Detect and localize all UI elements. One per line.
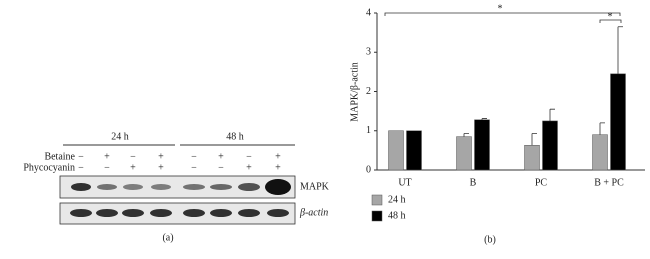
sign: − [191, 162, 197, 173]
blot-band [71, 183, 91, 191]
x-tick-label: UT [398, 177, 411, 188]
x-tick-label: PC [535, 177, 548, 188]
bar [592, 134, 608, 171]
blot-band [183, 209, 205, 217]
bar [388, 130, 404, 171]
y-axis-label: MAPK/β-actin [349, 62, 360, 122]
legend-label: 24 h [388, 194, 406, 205]
sign: − [78, 151, 84, 162]
blot-band [210, 209, 232, 217]
bar [524, 145, 540, 171]
sign: + [130, 162, 136, 173]
blot-frame [59, 202, 296, 225]
blot-band [122, 209, 144, 217]
legend-swatch [371, 210, 383, 222]
blot-label: MAPK [300, 181, 330, 192]
row-label: Phycocyanin [23, 162, 75, 173]
error-bar [617, 26, 623, 74]
significance-label: * [608, 11, 613, 22]
blot-band [123, 184, 143, 190]
error-bar [481, 118, 487, 120]
blot-band [210, 184, 232, 190]
blot-band [265, 179, 291, 195]
error-bar [463, 133, 469, 137]
row-label: Betaine [44, 151, 75, 162]
sign: + [246, 162, 252, 173]
blot-frames [59, 144, 296, 225]
sign: + [275, 151, 281, 162]
sign: + [218, 151, 224, 162]
significance-bracket [384, 12, 621, 16]
blot-band [70, 209, 92, 217]
bar [542, 120, 558, 171]
blot-band [150, 209, 172, 217]
error-bar [531, 133, 537, 146]
sign: − [191, 151, 197, 162]
sign: + [158, 162, 164, 173]
blot-band [97, 184, 117, 190]
x-tick-label: B + PC [594, 177, 624, 188]
bar [610, 73, 626, 171]
legend-label: 48 h [388, 210, 406, 221]
sign: − [104, 162, 110, 173]
blot-band [96, 209, 118, 217]
blot-frame [59, 175, 296, 199]
y-tick-label: 0 [366, 164, 371, 175]
y-tick-label: 4 [366, 7, 371, 18]
blot-label: β-actin [299, 207, 328, 218]
error-bar [549, 108, 555, 121]
significance-bracket [599, 19, 622, 23]
caption: (b) [484, 234, 496, 245]
blot-band [183, 184, 205, 190]
bar [406, 130, 422, 171]
sign: + [104, 151, 110, 162]
x-tick-label: B [470, 177, 477, 188]
sign: − [78, 162, 84, 173]
caption: (a) [162, 232, 173, 243]
error-bar [599, 122, 605, 135]
sign: − [246, 151, 252, 162]
blot-band [151, 184, 171, 190]
time-label: 24 h [111, 131, 129, 142]
blot-band [267, 209, 289, 217]
sign: + [275, 162, 281, 173]
y-tick-label: 1 [366, 125, 371, 136]
time-label: 48 h [226, 131, 244, 142]
sign: + [158, 151, 164, 162]
sign: − [130, 151, 136, 162]
bar [474, 119, 490, 171]
y-tick-label: 3 [366, 47, 371, 58]
legend-swatch [371, 194, 383, 206]
y-tick-label: 2 [366, 86, 371, 97]
bar [456, 136, 472, 171]
blot-band [238, 183, 260, 191]
sign: − [218, 162, 224, 173]
blot-band [238, 209, 260, 217]
significance-label: * [498, 3, 503, 14]
